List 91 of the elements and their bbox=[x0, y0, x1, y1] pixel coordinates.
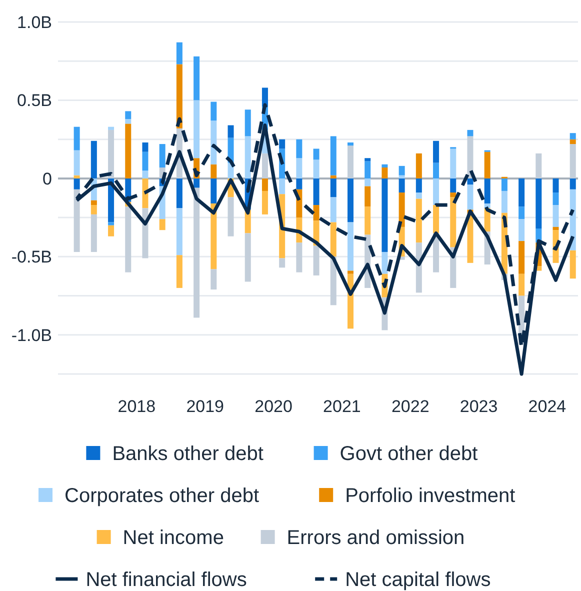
bar bbox=[210, 269, 217, 290]
bar bbox=[518, 219, 525, 242]
x-tick-label: 2023 bbox=[460, 396, 498, 416]
bar bbox=[484, 178, 490, 204]
bar bbox=[552, 226, 559, 230]
bar bbox=[416, 153, 422, 178]
y-tick-label: 1.0B bbox=[17, 12, 52, 32]
bar bbox=[433, 178, 440, 206]
bar bbox=[450, 192, 456, 198]
legend-label: Corporates other debt bbox=[64, 485, 260, 507]
bar bbox=[210, 203, 217, 270]
bar bbox=[518, 241, 525, 274]
bar bbox=[330, 222, 336, 257]
bar bbox=[552, 205, 559, 227]
legend-label: Net income bbox=[122, 527, 224, 549]
x-tick-label: 2019 bbox=[186, 396, 224, 416]
bar bbox=[108, 225, 114, 236]
bar bbox=[364, 206, 371, 235]
y-tick-label: -1.0B bbox=[11, 326, 52, 345]
bar bbox=[90, 205, 97, 214]
x-tick-label: 2021 bbox=[323, 396, 361, 416]
legend-label: Net capital flows bbox=[345, 569, 491, 591]
bar bbox=[518, 206, 525, 220]
bar bbox=[570, 178, 576, 190]
bar bbox=[382, 178, 388, 252]
bar bbox=[364, 178, 371, 186]
bar bbox=[296, 242, 302, 272]
bar bbox=[313, 246, 320, 276]
bar bbox=[90, 214, 97, 252]
bar bbox=[90, 140, 97, 178]
bar bbox=[176, 208, 182, 256]
bar bbox=[450, 178, 456, 193]
bar bbox=[176, 255, 182, 288]
bar bbox=[296, 178, 302, 190]
bar bbox=[330, 197, 336, 222]
bar bbox=[159, 219, 166, 230]
bar bbox=[382, 252, 388, 274]
bar bbox=[467, 178, 474, 185]
bar bbox=[262, 190, 268, 214]
bar bbox=[125, 206, 132, 272]
x-tick-label: 2020 bbox=[254, 396, 292, 416]
bar bbox=[313, 205, 320, 221]
bar bbox=[210, 178, 217, 204]
bar bbox=[194, 178, 200, 188]
bar bbox=[279, 178, 286, 194]
bar bbox=[244, 233, 251, 282]
bar bbox=[348, 178, 354, 222]
bar bbox=[484, 152, 490, 178]
bar bbox=[416, 198, 422, 243]
y-tick-label: -0.5B bbox=[11, 248, 52, 267]
bar bbox=[348, 270, 354, 274]
bar bbox=[518, 178, 525, 207]
bar bbox=[450, 197, 456, 248]
bar bbox=[348, 222, 354, 271]
bar bbox=[364, 186, 371, 207]
bar bbox=[518, 274, 525, 296]
y-tick-label: 0 bbox=[42, 169, 52, 188]
x-tick-label: 2022 bbox=[391, 396, 430, 416]
bar bbox=[501, 178, 508, 191]
bar bbox=[536, 153, 542, 178]
x-tick-label: 2018 bbox=[118, 396, 156, 416]
bar bbox=[570, 250, 576, 279]
legend-label: Banks other debt bbox=[112, 443, 264, 465]
y-tick-label: 0.5B bbox=[17, 91, 52, 110]
bar bbox=[330, 178, 336, 198]
bar bbox=[416, 192, 422, 199]
bar bbox=[552, 192, 559, 206]
legend-label: Errors and omission bbox=[286, 527, 465, 549]
x-tick-label: 2024 bbox=[528, 396, 566, 416]
bar bbox=[108, 222, 114, 226]
bar bbox=[74, 189, 80, 252]
bar bbox=[398, 192, 405, 227]
bar bbox=[433, 205, 440, 234]
bar bbox=[279, 258, 286, 268]
bar bbox=[262, 178, 268, 191]
legend-label: Porfolio investment bbox=[345, 485, 516, 507]
bar bbox=[142, 178, 148, 208]
bar bbox=[467, 184, 474, 210]
bar bbox=[74, 178, 80, 190]
bar bbox=[501, 190, 508, 213]
bar bbox=[90, 200, 97, 206]
bar bbox=[552, 178, 559, 193]
legend-label: Govt other debt bbox=[340, 443, 478, 465]
bar bbox=[313, 178, 320, 206]
bar bbox=[228, 197, 234, 236]
bar bbox=[194, 188, 200, 318]
bar bbox=[398, 178, 405, 193]
bar bbox=[176, 178, 182, 208]
bar bbox=[536, 178, 542, 229]
legend-label: Net financial flows bbox=[86, 569, 247, 591]
bar bbox=[416, 178, 422, 193]
